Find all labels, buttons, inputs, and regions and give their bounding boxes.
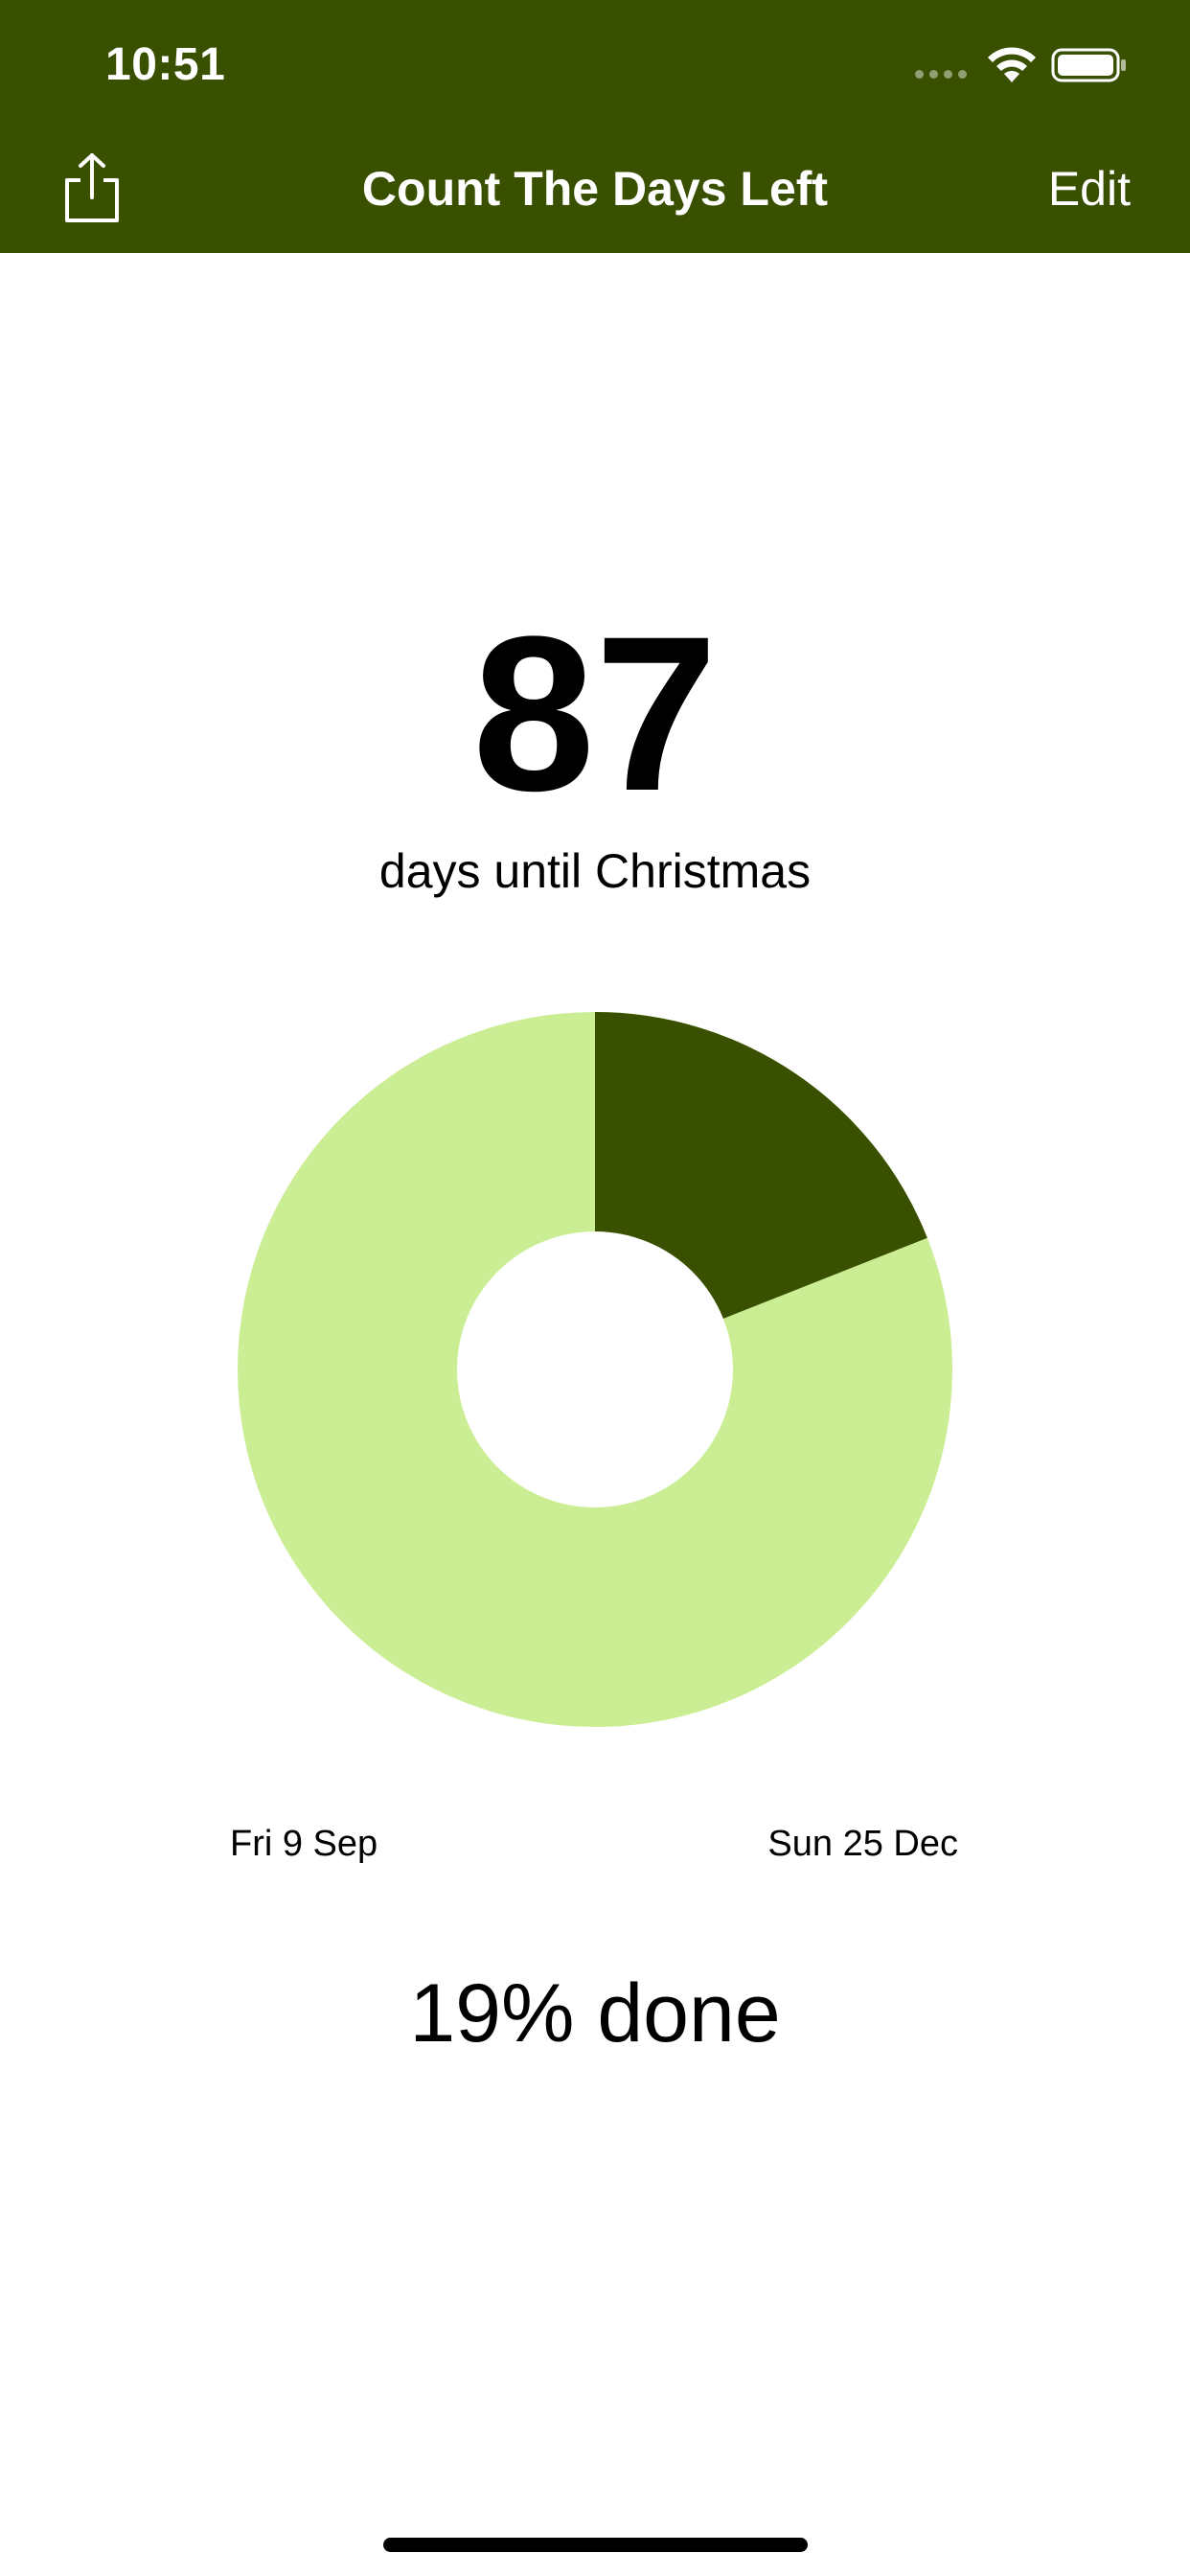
edit-button[interactable]: Edit <box>1047 162 1131 216</box>
donut-hole <box>457 1231 733 1507</box>
countdown-subtitle: days until Christmas <box>378 844 812 898</box>
percent-done-label: 19% done <box>409 1967 781 2059</box>
status-time: 10:51 <box>105 39 226 90</box>
days-remaining-count: 87 <box>472 590 718 837</box>
cellular-signal-icon <box>915 70 967 79</box>
navigation-bar: 10:51 Count The Days Left Edit <box>0 0 1190 253</box>
page-title: Count The Days Left <box>361 162 829 216</box>
home-indicator <box>383 2538 808 2552</box>
battery-icon <box>1051 48 1126 82</box>
progress-donut <box>238 1012 952 1727</box>
wifi-icon <box>988 47 1036 82</box>
start-date-label: Fri 9 Sep <box>230 1824 378 1864</box>
end-date-label: Sun 25 Dec <box>767 1824 958 1864</box>
share-icon[interactable] <box>57 151 126 224</box>
